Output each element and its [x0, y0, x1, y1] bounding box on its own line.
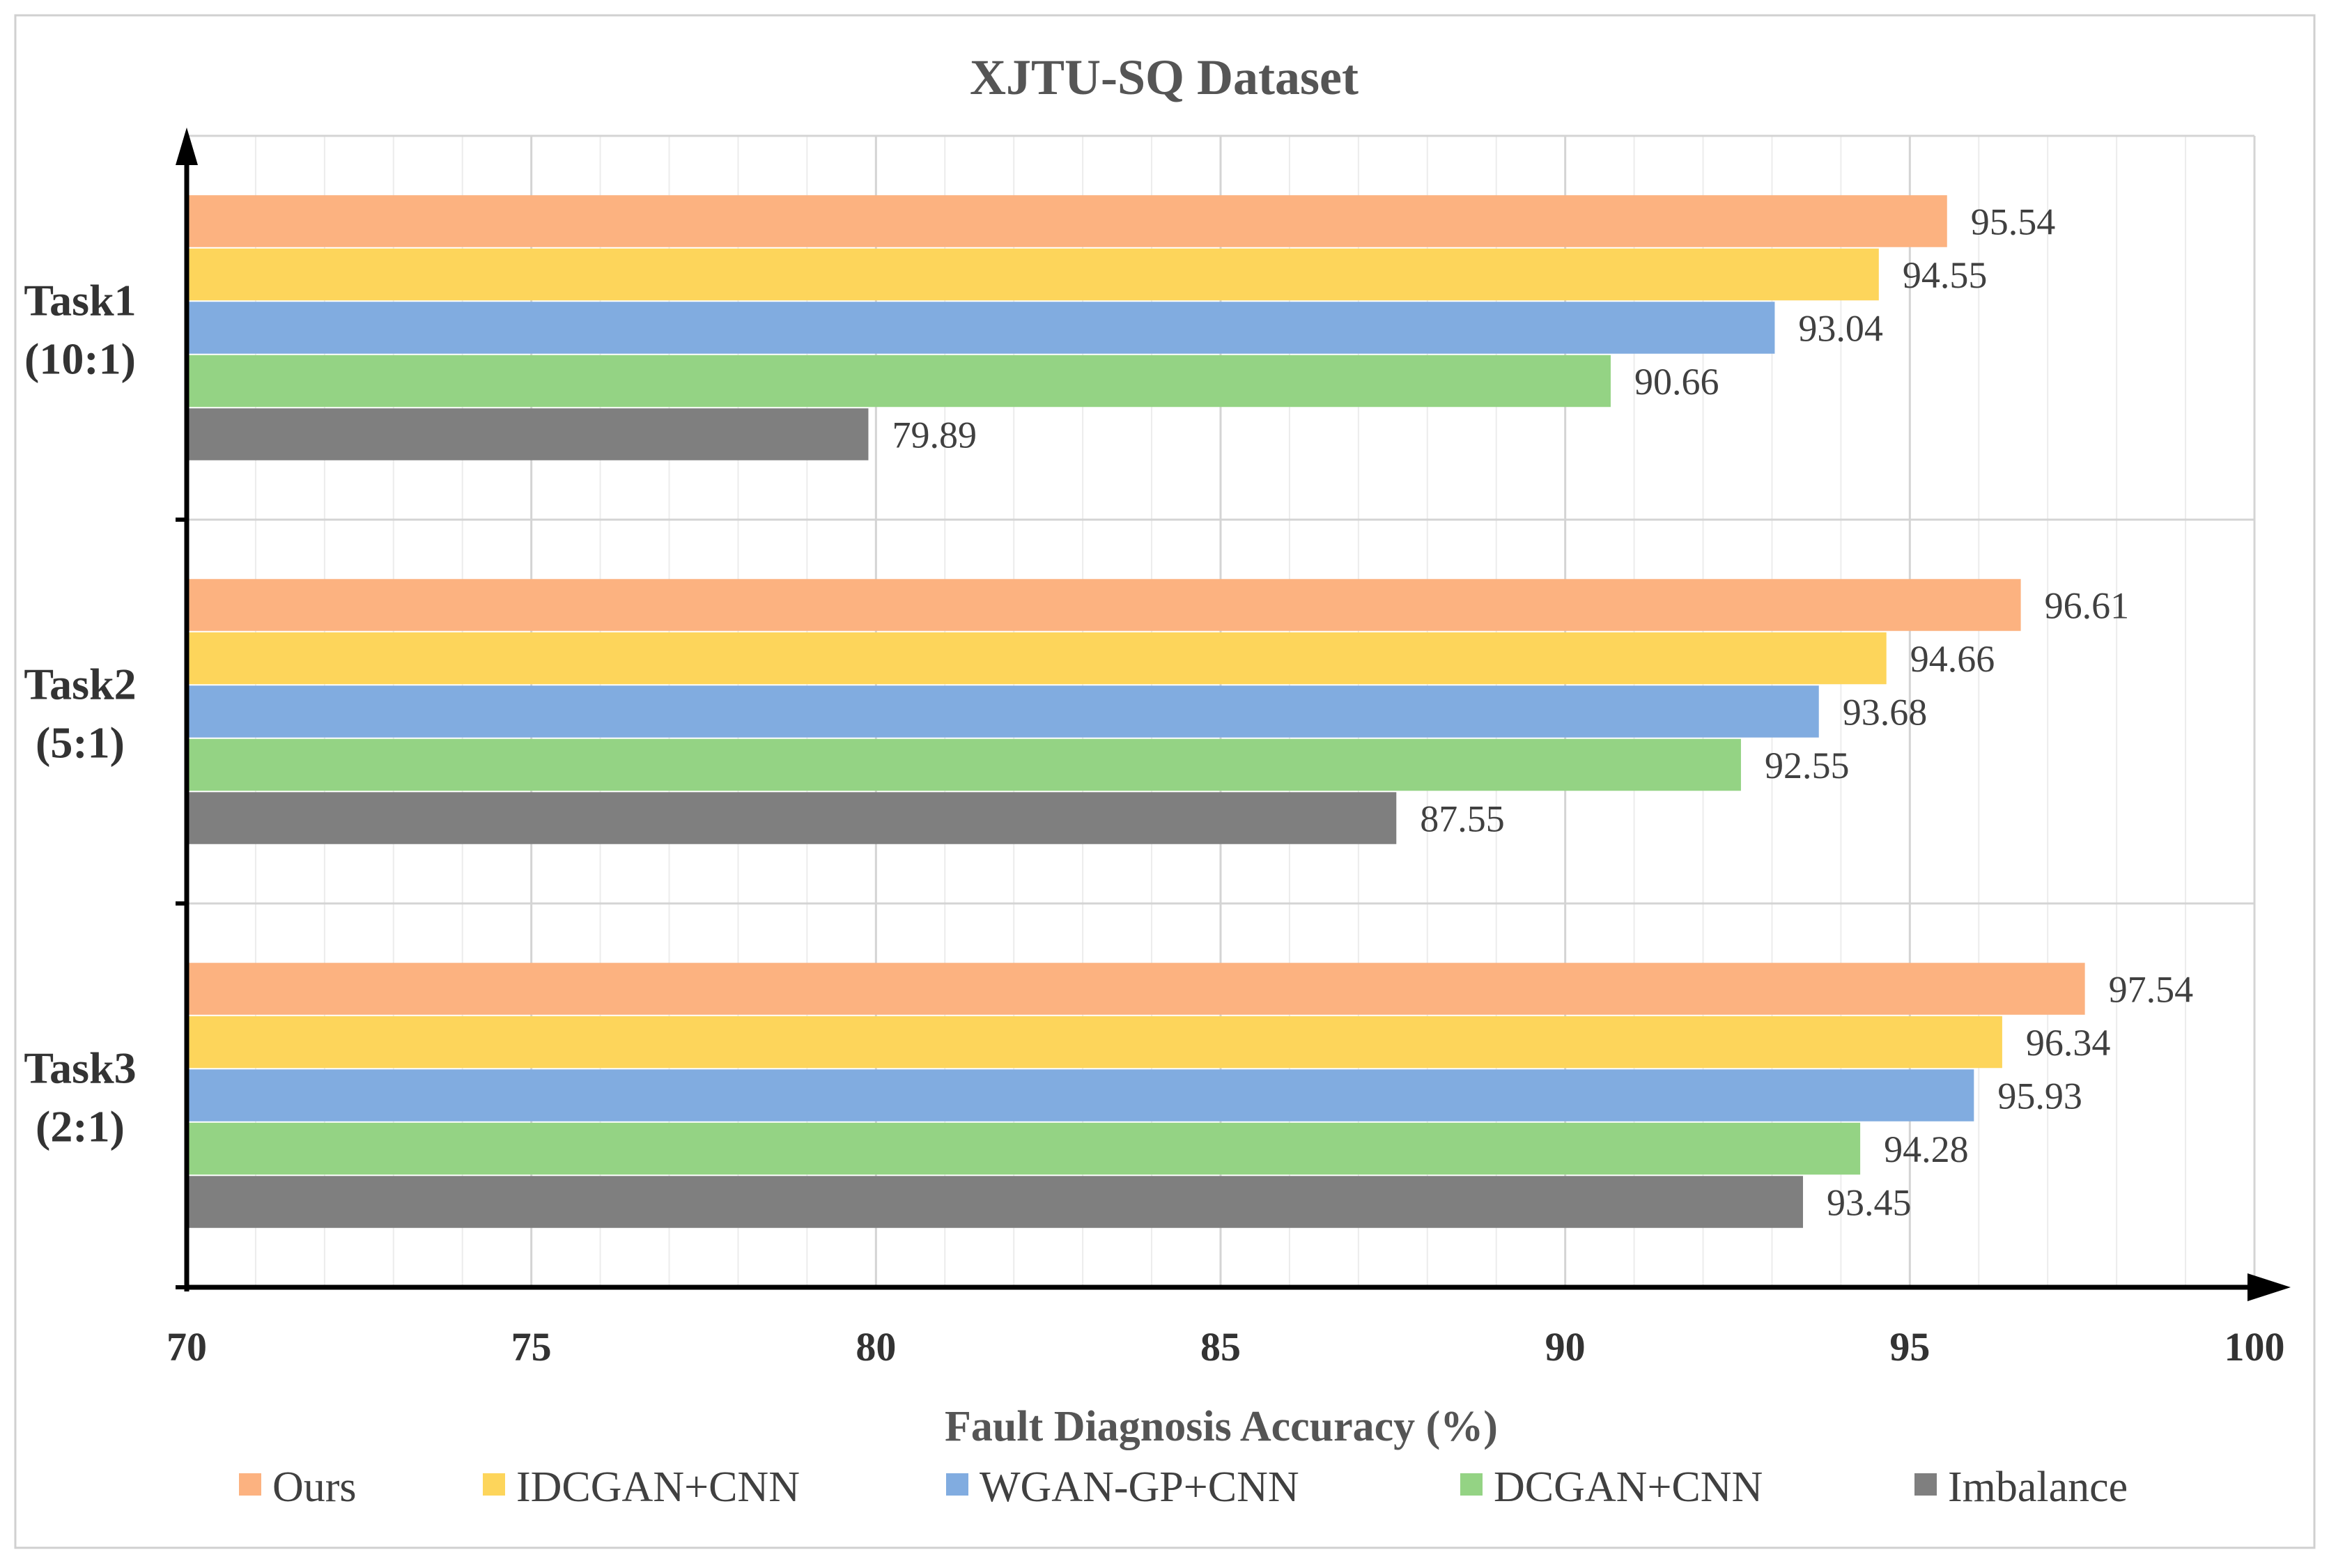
- bars: [187, 195, 2085, 1228]
- bar: [187, 195, 1947, 247]
- data-label: 95.93: [1997, 1076, 2082, 1117]
- category-label-ratio: (5:1): [36, 718, 125, 768]
- legend-label: Imbalance: [1948, 1464, 2128, 1511]
- x-tick-label: 75: [511, 1324, 552, 1369]
- bar: [187, 792, 1397, 844]
- legend-label: IDCGAN+CNN: [516, 1464, 800, 1511]
- x-tick-label: 85: [1200, 1324, 1241, 1369]
- x-tick-labels: 70 75 80 85 90 95 100: [167, 1324, 2285, 1369]
- bar: [187, 963, 2085, 1015]
- data-labels: 95.54 96.61 97.54 94.55 94.66 96.34 93.04 93.68…: [892, 201, 2193, 1224]
- category-label: Task2: [24, 660, 136, 709]
- data-label: 94.55: [1903, 254, 1988, 296]
- data-label: 96.61: [2045, 585, 2130, 627]
- legend: Ours IDCGAN+CNN WGAN-GP+CNN DCGAN+CNN Imbala…: [239, 1464, 2128, 1511]
- bar: [187, 1122, 1861, 1175]
- x-tick-label: 100: [2224, 1324, 2285, 1369]
- data-label: 90.66: [1634, 361, 1719, 403]
- bar: [187, 355, 1611, 407]
- category-labels: Task1 (10:1) Task2 (5:1) Task3 (2:1): [24, 276, 136, 1151]
- category-label-ratio: (10:1): [24, 334, 136, 384]
- legend-label: Ours: [272, 1464, 357, 1511]
- bar: [187, 738, 1741, 791]
- legend-swatch: [1460, 1473, 1483, 1496]
- data-label: 94.66: [1910, 638, 1995, 680]
- data-label: 94.28: [1884, 1128, 1969, 1170]
- x-tick-label: 90: [1545, 1324, 1586, 1369]
- bar: [187, 685, 1819, 738]
- legend-swatch: [239, 1473, 261, 1496]
- legend-swatch: [483, 1473, 505, 1496]
- bar: [187, 1016, 2002, 1069]
- category-label-ratio: (2:1): [36, 1102, 125, 1151]
- data-label: 79.89: [892, 414, 977, 456]
- y-axis-arrow: [176, 127, 198, 165]
- legend-swatch: [946, 1473, 968, 1496]
- category-label: Task3: [24, 1043, 136, 1093]
- chart-title: XJTU-SQ Dataset: [970, 49, 1359, 105]
- bar: [187, 302, 1775, 354]
- data-label: 93.68: [1843, 692, 1928, 733]
- legend-label: WGAN-GP+CNN: [980, 1464, 1299, 1511]
- legend-swatch: [1914, 1473, 1937, 1496]
- data-label: 93.45: [1827, 1182, 1912, 1224]
- data-label: 87.55: [1420, 798, 1505, 840]
- x-tick-label: 80: [856, 1324, 896, 1369]
- bar: [187, 632, 1887, 685]
- bar: [187, 1176, 1803, 1228]
- data-label: 93.04: [1798, 308, 1883, 350]
- x-tick-label: 70: [167, 1324, 207, 1369]
- legend-label: DCGAN+CNN: [1494, 1464, 1763, 1511]
- axes: [176, 127, 2291, 1301]
- data-label: 96.34: [2026, 1022, 2111, 1064]
- x-tick-label: 95: [1889, 1324, 1930, 1369]
- x-axis-label: Fault Diagnosis Accuracy (%): [945, 1403, 1498, 1450]
- data-label: 92.55: [1765, 745, 1850, 786]
- data-label: 97.54: [2109, 969, 2194, 1011]
- bar: [187, 248, 1879, 301]
- bar: [187, 1069, 1974, 1121]
- bar: [187, 408, 869, 460]
- category-label: Task1: [24, 276, 136, 325]
- bar: [187, 579, 2021, 631]
- data-label: 95.54: [1971, 201, 2056, 243]
- x-axis-arrow: [2247, 1273, 2291, 1301]
